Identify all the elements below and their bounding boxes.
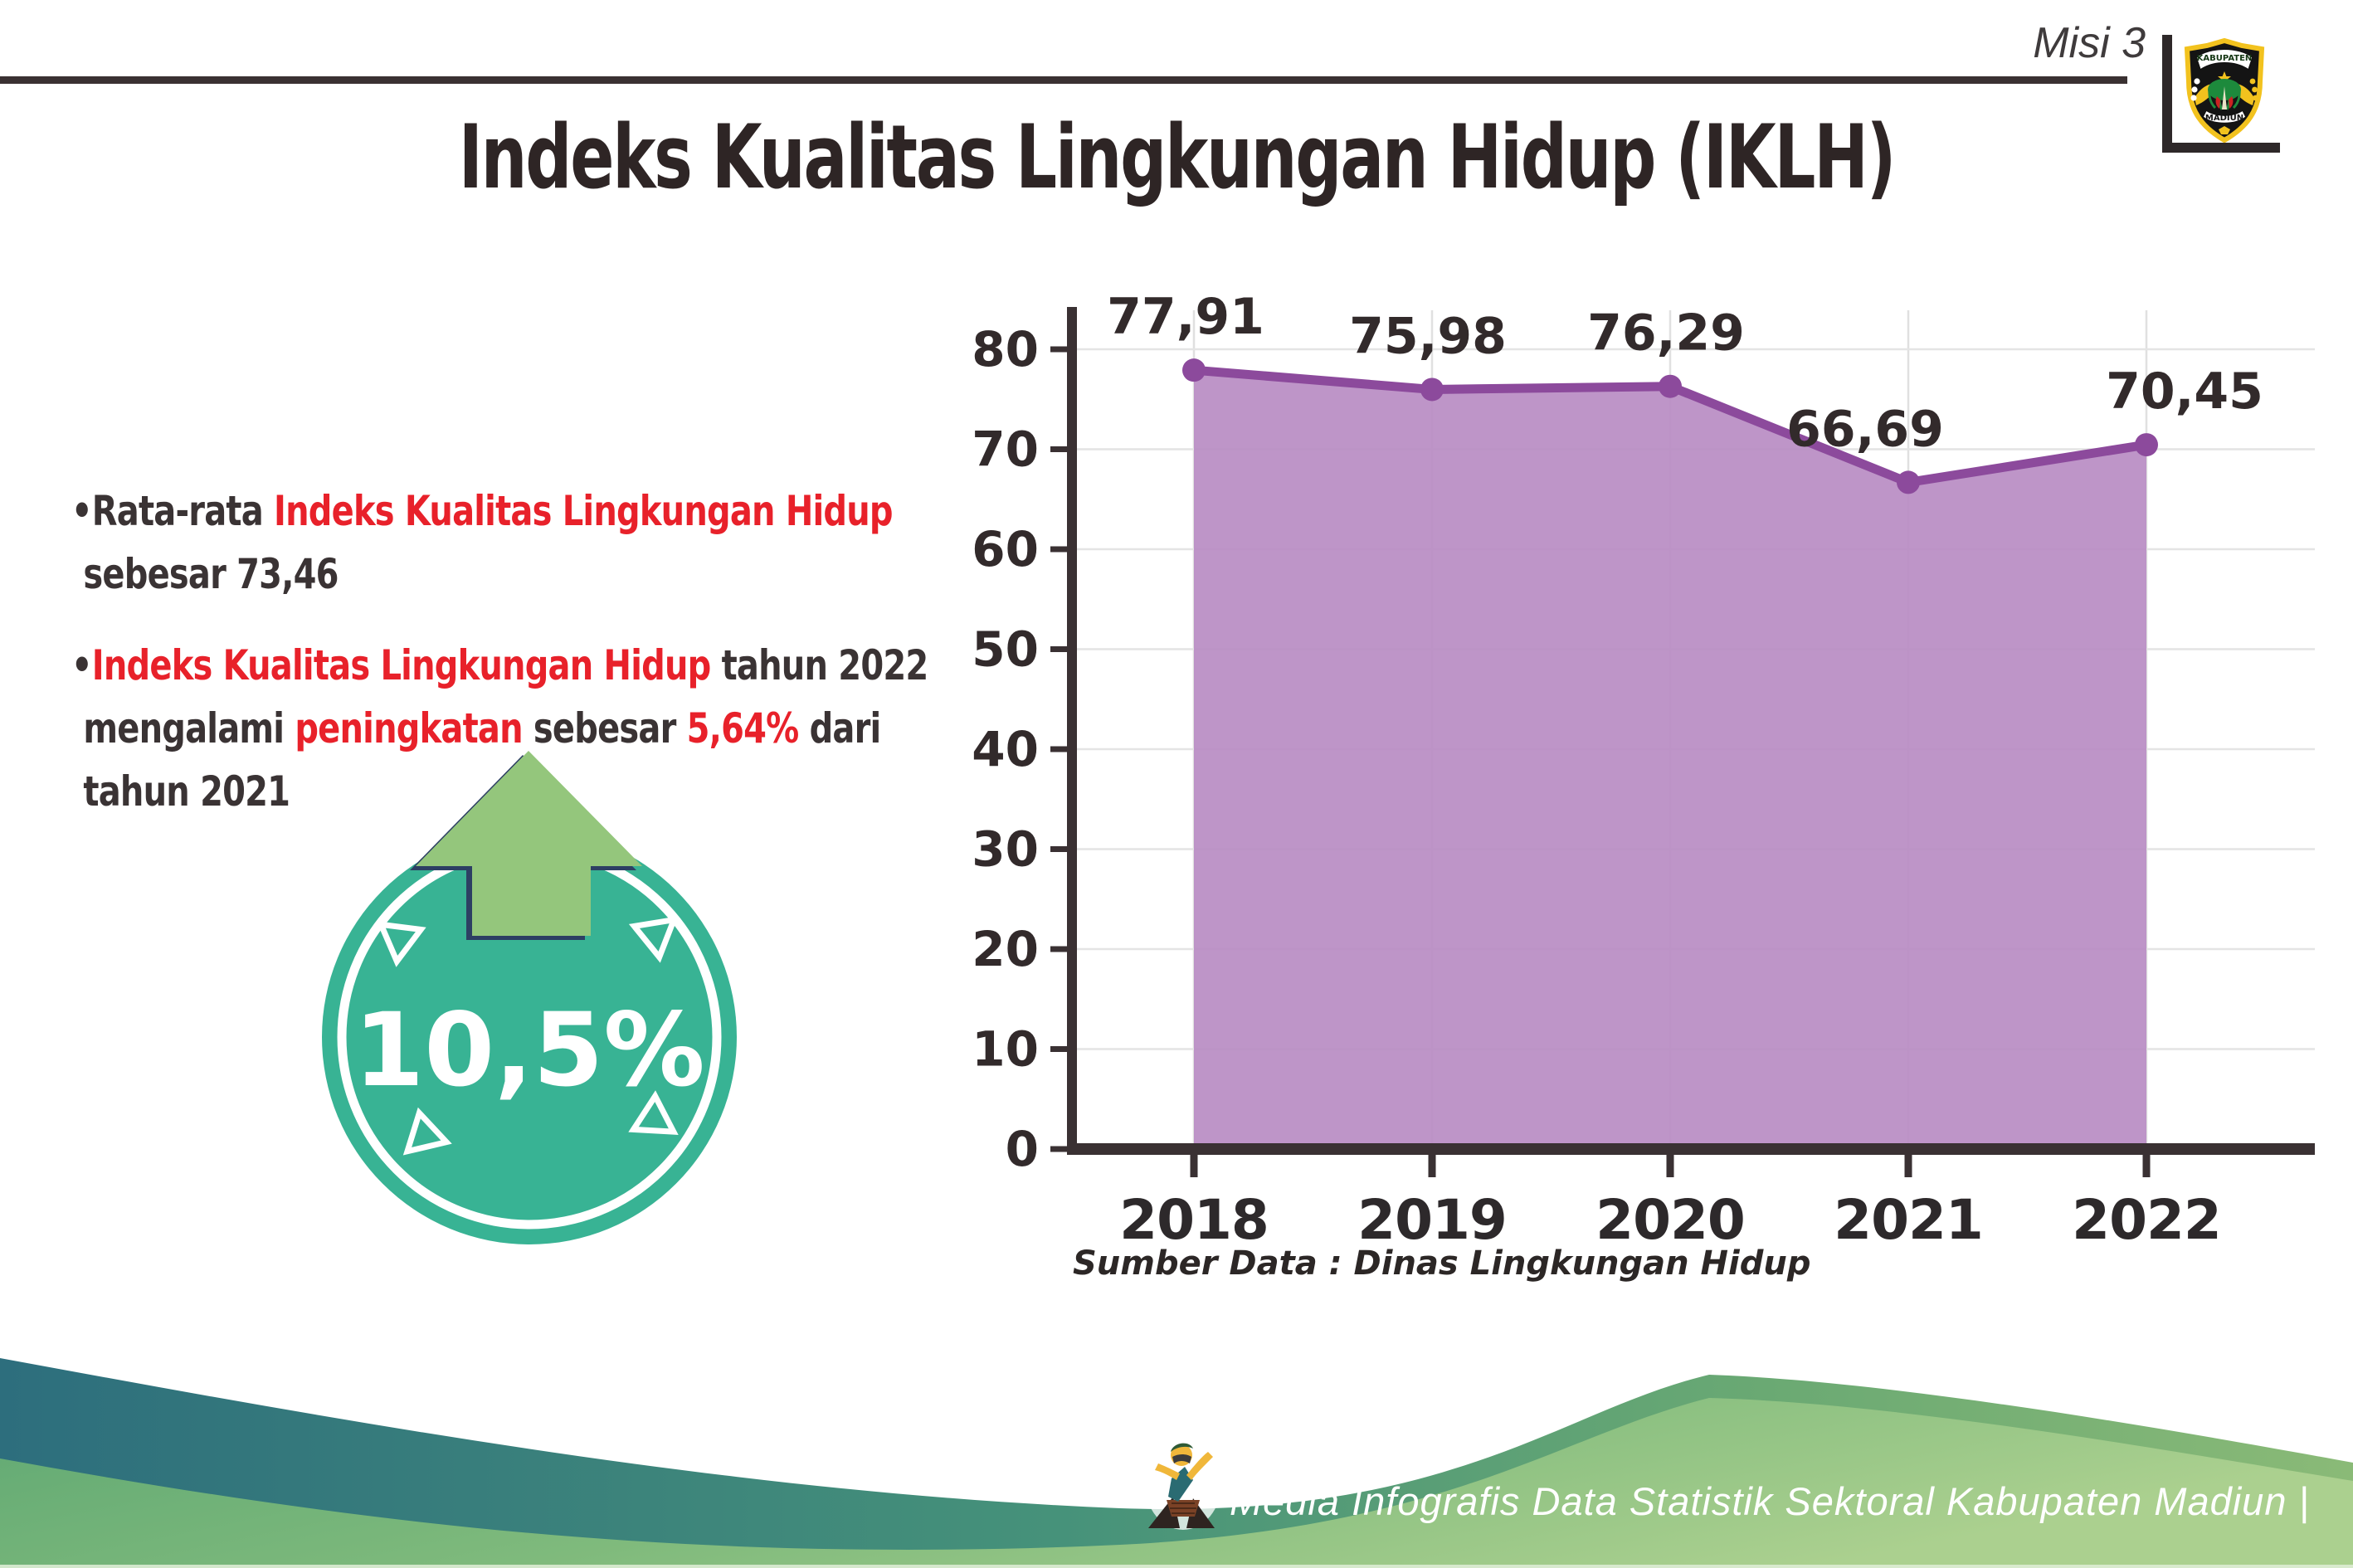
svg-text:75,98: 75,98: [1349, 307, 1507, 365]
logo-text-kabupaten: KABUPATEN: [2197, 54, 2253, 63]
chart-points: [1182, 358, 2158, 494]
logo-flame-right: [2229, 96, 2234, 109]
logo-rice-icon: [2249, 78, 2256, 85]
mascot-arm-left: [1155, 1463, 1180, 1480]
svg-text:60: 60: [972, 521, 1039, 577]
svg-text:50: 50: [972, 621, 1039, 678]
svg-text:66,69: 66,69: [1786, 400, 1944, 458]
svg-text:2020: 2020: [1595, 1188, 1745, 1251]
logo-ribbon-bottom: [2202, 109, 2247, 124]
logo-ribbon-top: [2195, 48, 2253, 71]
footer-wave-front: [0, 1398, 2353, 1568]
chart-value-labels: 77,91 75,98 76,29 66,69 70,45: [1107, 289, 2263, 458]
footer-bottom-strip: [0, 1565, 2353, 1568]
chart-area: [1194, 370, 2146, 1149]
bullet-text: •Rata-rata: [71, 487, 275, 535]
mascot-arm-right: [1186, 1452, 1213, 1480]
misi-label: Misi 3: [2033, 19, 2146, 67]
logo-crest-bottom: [2219, 126, 2230, 134]
chart-x-ticks: 2018 2019 2020 2021 2022: [1119, 1155, 2222, 1251]
chart-y-ticks: 0 10 20 30 40 50 60 70 80: [972, 321, 1072, 1177]
increase-badge: 10,5%: [322, 751, 737, 1244]
svg-text:0: 0: [1006, 1121, 1039, 1177]
svg-text:10: 10: [972, 1021, 1039, 1078]
badge-circle: [322, 830, 737, 1244]
svg-text:30: 30: [972, 821, 1039, 878]
bullet-item-average: •Rata-rata Indeks Kualitas Lingkungan Hi…: [71, 487, 894, 598]
bullet-list: •Rata-rata Indeks Kualitas Lingkungan Hi…: [71, 480, 1001, 823]
up-arrow-icon: [416, 751, 642, 936]
bullet-item-increase: •Indeks Kualitas Lingkungan Hidup tahun …: [71, 641, 928, 816]
logo-text-madiun: MADIUN: [2205, 114, 2243, 123]
logo-frame-horizontal: [2162, 143, 2280, 153]
logo-monument: [2222, 86, 2227, 110]
svg-text:20: 20: [972, 921, 1039, 977]
svg-text:2022: 2022: [2072, 1188, 2221, 1251]
svg-text:40: 40: [972, 721, 1039, 777]
logo-flame-left: [2215, 96, 2220, 109]
footer-wave: [0, 1358, 2353, 1568]
kabupaten-madiun-logo: KABUPATEN MADIUN: [2184, 38, 2265, 143]
svg-text:70,45: 70,45: [2106, 363, 2263, 421]
mascot-cap: [1171, 1443, 1193, 1452]
logo-cotton-icon: [2194, 78, 2200, 85]
badge-value: 10,5%: [353, 991, 704, 1109]
svg-text:2019: 2019: [1357, 1188, 1507, 1251]
chart-source: Sumber Data : Dinas Lingkungan Hidup: [1073, 1244, 1811, 1283]
iklh-area-chart: 0 10 20 30 40 50 60 70 80 2018 2019 2020 2021 2022 77,…: [972, 289, 2315, 1251]
logo-frame-vertical: [2162, 35, 2172, 153]
svg-text:2018: 2018: [1119, 1188, 1269, 1251]
svg-text:2021: 2021: [1834, 1188, 1983, 1251]
footer-credit: Media Infografis Data Statistik Sektoral…: [1230, 1479, 2310, 1523]
header-rule: [0, 76, 2127, 84]
badge-sparkles: [376, 916, 679, 1156]
mascot-icon: [1145, 1437, 1221, 1530]
svg-text:76,29: 76,29: [1587, 304, 1745, 363]
page-title: Indeks Kualitas Lingkungan Hidup (IKLH): [458, 106, 1897, 208]
svg-text:77,91: 77,91: [1107, 289, 1264, 346]
svg-text:80: 80: [972, 321, 1039, 377]
svg-text:70: 70: [972, 421, 1039, 478]
